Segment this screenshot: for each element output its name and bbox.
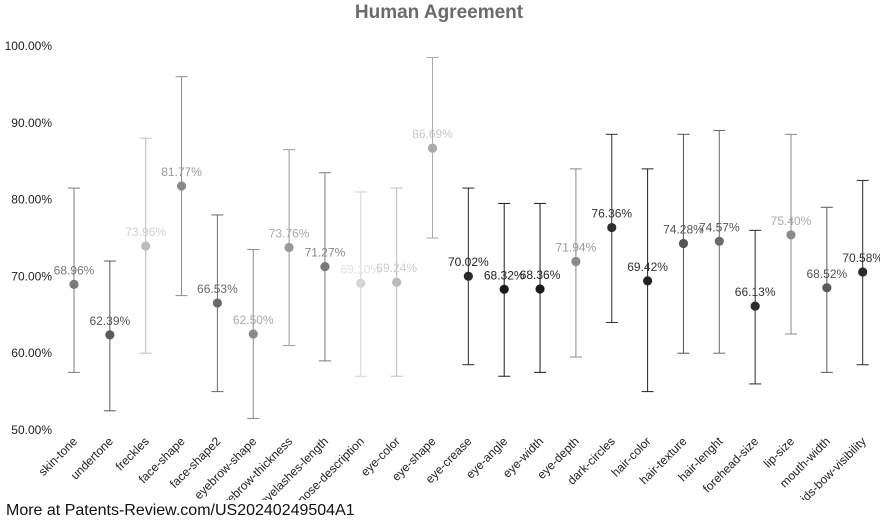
y-tick-label: 90.00% xyxy=(11,116,52,130)
data-point xyxy=(643,276,652,285)
data-point xyxy=(69,280,78,289)
data-label: 81.77% xyxy=(161,165,202,179)
data-label: 68.36% xyxy=(520,268,561,282)
data-label: 69.42% xyxy=(627,260,668,274)
data-label: 76.36% xyxy=(591,207,632,221)
data-label: 70.02% xyxy=(448,255,489,269)
error-bars xyxy=(68,58,869,419)
data-point xyxy=(607,223,616,232)
data-point xyxy=(105,330,114,339)
data-point xyxy=(392,278,401,287)
data-label: 86.69% xyxy=(412,127,453,141)
y-tick-label: 100.00% xyxy=(5,39,53,53)
data-label: 66.53% xyxy=(197,282,238,296)
data-label: 71.27% xyxy=(305,246,346,260)
data-point xyxy=(213,298,222,307)
data-point xyxy=(428,144,437,153)
data-label: 68.52% xyxy=(806,267,847,281)
data-point xyxy=(249,329,258,338)
data-point xyxy=(464,272,473,281)
data-point xyxy=(571,257,580,266)
data-point xyxy=(822,283,831,292)
data-point xyxy=(141,241,150,250)
data-label: 70.58% xyxy=(842,251,880,265)
y-axis: 50.00% 60.00% 70.00% 80.00% 90.00% 100.00% xyxy=(5,39,53,437)
y-tick-label: 60.00% xyxy=(11,346,52,360)
chart: Human Agreement 50.00% 60.00% 70.00% 80.00%… xyxy=(0,0,880,500)
y-tick-label: 70.00% xyxy=(11,269,52,283)
x-tick-label: eyebrow-shape xyxy=(191,434,259,500)
data-point xyxy=(500,285,509,294)
data-point xyxy=(535,284,544,293)
data-label: 69.24% xyxy=(376,261,417,275)
data-point xyxy=(786,230,795,239)
data-label: 62.39% xyxy=(89,314,130,328)
data-point xyxy=(356,279,365,288)
data-point xyxy=(858,267,867,276)
data-label: 71.94% xyxy=(556,241,597,255)
data-point xyxy=(177,181,186,190)
footer-source-text: More at Patents-Review.com/US20240249504… xyxy=(6,502,355,520)
data-point xyxy=(285,243,294,252)
data-label: 68.96% xyxy=(54,263,95,277)
data-label: 75.40% xyxy=(771,214,812,228)
data-label: 73.76% xyxy=(269,227,310,241)
chart-title: Human Agreement xyxy=(355,2,524,23)
data-point xyxy=(679,239,688,248)
data-point xyxy=(320,262,329,271)
y-tick-label: 50.00% xyxy=(11,423,52,437)
data-label: 66.13% xyxy=(735,285,776,299)
data-labels: 68.96% 62.39% 73.96% 81.77% 66.53% 62.50% 73.7… xyxy=(54,127,880,328)
data-point xyxy=(751,302,760,311)
x-axis: skin-toneundertonefrecklesface-shapeface… xyxy=(36,434,869,500)
data-label: 73.96% xyxy=(125,225,166,239)
data-label: 62.50% xyxy=(233,313,274,327)
y-tick-label: 80.00% xyxy=(11,193,52,207)
data-point xyxy=(715,237,724,246)
data-label: 74.57% xyxy=(699,220,740,234)
